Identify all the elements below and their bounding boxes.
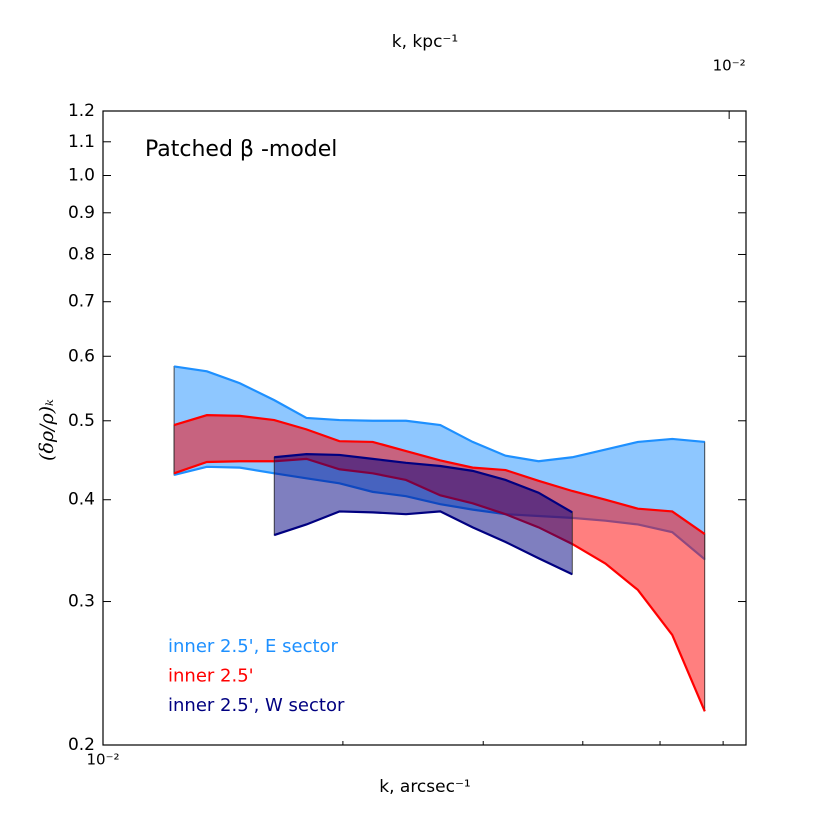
y-tick-label: 1.1 — [68, 132, 95, 152]
x-axis-label: k, arcsec⁻¹ — [379, 777, 470, 797]
y-tick-label: 0.5 — [68, 411, 95, 431]
x2-axis-label: k, kpc⁻¹ — [392, 32, 458, 52]
y-tick-label: 0.9 — [68, 203, 95, 223]
legend-label: inner 2.5', E sector — [168, 636, 339, 657]
band-lower-line — [273, 510, 573, 576]
y-tick-label: 1.2 — [68, 101, 95, 121]
y-tick-label: 0.6 — [68, 346, 95, 366]
chart-title: Patched β -model — [145, 137, 337, 162]
y-tick-label: 0.7 — [68, 292, 95, 312]
y-tick-label: 0.8 — [68, 244, 95, 264]
band-upper-line — [173, 414, 706, 535]
band-upper-line — [274, 453, 573, 514]
band-upper-line — [173, 365, 705, 463]
y-tick-label: 1.0 — [68, 166, 95, 186]
y-tick-label: 0.2 — [68, 735, 95, 755]
plot-frame — [102, 110, 747, 746]
y-tick-label: 0.3 — [68, 592, 95, 612]
legend-label: inner 2.5' — [168, 666, 254, 687]
x2-tick-label: 10⁻² — [713, 57, 746, 75]
legend-label: inner 2.5', W sector — [168, 695, 345, 716]
y-tick-label: 0.4 — [68, 490, 95, 510]
y-axis-label: (δρ/ρ)ₖ — [36, 399, 58, 461]
x-tick-label: 10⁻² — [86, 751, 119, 769]
